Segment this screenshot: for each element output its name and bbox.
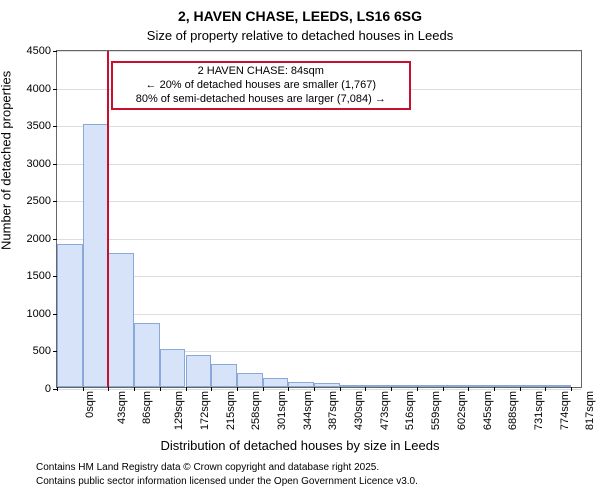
histogram-bar <box>545 385 571 387</box>
gridline <box>57 126 581 127</box>
chart-subtitle: Size of property relative to detached ho… <box>0 28 600 43</box>
xtick-label: 430sqm <box>353 391 365 430</box>
xtick-label: 559sqm <box>430 391 442 430</box>
chart-title: 2, HAVEN CHASE, LEEDS, LS16 6SG <box>0 8 600 24</box>
histogram-bar <box>520 385 546 387</box>
xtick-label: 86sqm <box>141 391 153 424</box>
ytick-label: 0 <box>45 383 57 395</box>
histogram-bar <box>237 373 263 387</box>
histogram-bar <box>340 385 366 387</box>
histogram-bar <box>494 385 520 387</box>
xtick-mark <box>134 387 135 391</box>
xtick-label: 645sqm <box>482 391 494 430</box>
histogram-bar <box>57 244 83 387</box>
xtick-mark <box>520 387 521 391</box>
ytick-label: 3500 <box>27 120 57 132</box>
ytick-label: 2500 <box>27 195 57 207</box>
xtick-mark <box>391 387 392 391</box>
x-axis-label: Distribution of detached houses by size … <box>0 438 600 453</box>
xtick-label: 215sqm <box>225 391 237 430</box>
histogram-bar <box>468 385 494 387</box>
gridline <box>57 51 581 52</box>
histogram-bar <box>83 124 109 387</box>
annotation-box: 2 HAVEN CHASE: 84sqm← 20% of detached ho… <box>111 61 411 110</box>
xtick-label: 301sqm <box>276 391 288 430</box>
xtick-label: 731sqm <box>533 391 545 430</box>
gridline <box>57 314 581 315</box>
xtick-mark <box>365 387 366 391</box>
annotation-line: 2 HAVEN CHASE: 84sqm <box>117 65 405 79</box>
xtick-label: 43sqm <box>116 391 128 424</box>
xtick-label: 0sqm <box>84 391 96 418</box>
histogram-bar <box>365 385 391 387</box>
xtick-label: 387sqm <box>327 391 339 430</box>
gridline <box>57 164 581 165</box>
xtick-mark <box>263 387 264 391</box>
histogram-bar <box>443 385 469 387</box>
ytick-label: 2000 <box>27 233 57 245</box>
xtick-mark <box>417 387 418 391</box>
xtick-mark <box>108 387 109 391</box>
ytick-label: 1000 <box>27 308 57 320</box>
annotation-line: ← 20% of detached houses are smaller (1,… <box>117 79 405 93</box>
attribution-line-2: Contains public sector information licen… <box>36 476 418 487</box>
xtick-label: 129sqm <box>173 391 185 430</box>
xtick-mark <box>83 387 84 391</box>
attribution-line-1: Contains HM Land Registry data © Crown c… <box>36 462 379 473</box>
xtick-label: 602sqm <box>456 391 468 430</box>
xtick-mark <box>340 387 341 391</box>
histogram-bar <box>134 323 160 387</box>
histogram-bar <box>417 385 443 387</box>
xtick-mark <box>237 387 238 391</box>
property-marker-line <box>107 51 109 387</box>
xtick-label: 817sqm <box>584 391 596 430</box>
gridline <box>57 239 581 240</box>
ytick-label: 500 <box>33 345 57 357</box>
histogram-bar <box>263 378 289 387</box>
xtick-label: 172sqm <box>199 391 211 430</box>
xtick-mark <box>314 387 315 391</box>
histogram-bar <box>314 383 340 387</box>
xtick-label: 258sqm <box>250 391 262 430</box>
xtick-mark <box>186 387 187 391</box>
xtick-label: 516sqm <box>405 391 417 430</box>
xtick-mark <box>288 387 289 391</box>
gridline <box>57 389 581 390</box>
y-axis-label: Number of detached properties <box>0 71 14 250</box>
xtick-mark <box>160 387 161 391</box>
xtick-mark <box>57 387 58 391</box>
ytick-label: 4500 <box>27 45 57 57</box>
annotation-line: 80% of semi-detached houses are larger (… <box>117 93 405 107</box>
histogram-bar <box>160 349 186 387</box>
xtick-mark <box>468 387 469 391</box>
xtick-mark <box>211 387 212 391</box>
histogram-bar <box>391 385 417 387</box>
ytick-label: 1500 <box>27 270 57 282</box>
gridline <box>57 201 581 202</box>
xtick-mark <box>571 387 572 391</box>
histogram-bar <box>186 355 212 387</box>
chart-container: 2, HAVEN CHASE, LEEDS, LS16 6SG Size of … <box>0 0 600 500</box>
xtick-mark <box>494 387 495 391</box>
ytick-label: 3000 <box>27 158 57 170</box>
xtick-label: 688sqm <box>507 391 519 430</box>
plot-area: 0500100015002000250030003500400045000sqm… <box>56 50 582 388</box>
histogram-bar <box>108 253 134 387</box>
xtick-mark <box>443 387 444 391</box>
ytick-label: 4000 <box>27 83 57 95</box>
histogram-bar <box>288 382 314 387</box>
xtick-mark <box>545 387 546 391</box>
histogram-bar <box>211 364 237 387</box>
gridline <box>57 276 581 277</box>
xtick-label: 473sqm <box>379 391 391 430</box>
xtick-label: 774sqm <box>559 391 571 430</box>
xtick-label: 344sqm <box>302 391 314 430</box>
